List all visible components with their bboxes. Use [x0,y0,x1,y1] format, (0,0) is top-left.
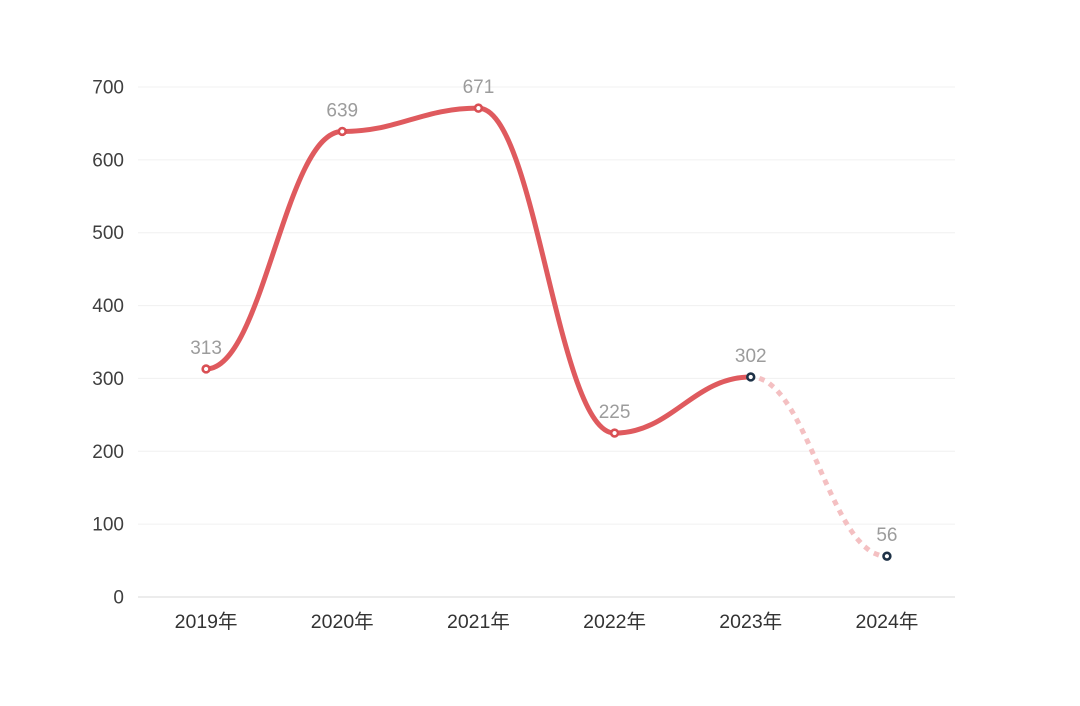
data-point-marker[interactable] [337,126,347,137]
y-tick-label: 700 [92,78,124,99]
data-point-marker[interactable] [746,372,756,382]
y-tick-label: 500 [92,223,124,244]
data-point-label: 639 [326,100,358,121]
y-tick-label: 600 [92,150,124,171]
data-point-label: 313 [190,338,222,359]
x-tick-label: 2019年 [175,611,238,633]
data-point-marker[interactable] [609,428,620,438]
series-line-solid [203,105,754,436]
data-point-label: 56 [876,525,897,546]
data-point-label: 225 [599,402,631,423]
data-point-marker[interactable] [473,103,484,113]
x-tick-label: 2021年 [447,611,510,633]
series-line-dotted [748,374,890,559]
y-tick-label: 100 [92,515,124,536]
x-tick-label: 2022年 [583,611,646,633]
x-tick-label: 2024年 [855,611,918,633]
data-point-marker[interactable] [201,364,211,374]
data-point-label: 302 [735,346,767,367]
x-tick-label: 2023年 [719,611,782,633]
data-point-label: 671 [463,77,495,98]
y-tick-label: 400 [92,296,124,317]
data-point-marker[interactable] [882,551,892,561]
x-tick-label: 2020年 [311,611,374,633]
y-tick-label: 200 [92,442,124,463]
y-tick-label: 300 [92,369,124,390]
y-tick-label: 0 [113,588,124,609]
